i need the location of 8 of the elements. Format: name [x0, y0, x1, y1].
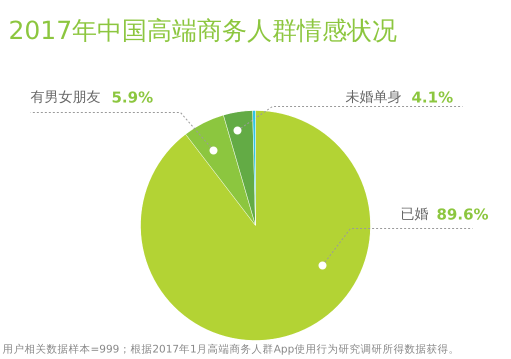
data-label: 5.9%	[112, 88, 154, 106]
chart-title: 2017年中国高端商务人群情感状况	[8, 16, 398, 45]
slice-label: 未婚单身	[346, 90, 402, 106]
data-label: 4.1%	[412, 88, 454, 106]
text: 用户相关数据样本=999；根据2017年1月高端商务人群App使用行为研究调研所得数据获得。	[2, 342, 460, 356]
slice-label: 已婚	[400, 206, 428, 222]
data-label: 89.6%	[436, 206, 489, 224]
slice-label: 有男女朋友	[30, 90, 100, 106]
